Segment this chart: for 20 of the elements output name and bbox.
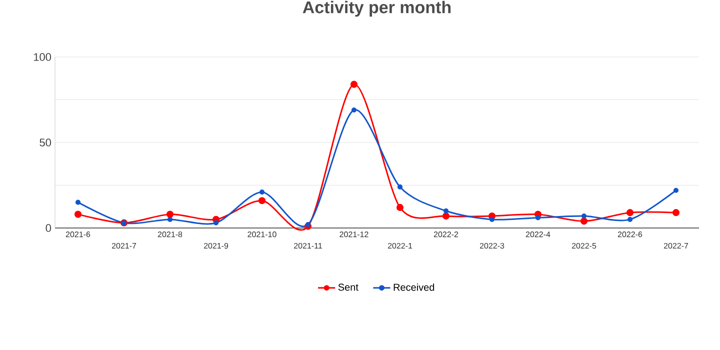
y-tick-label: 0 <box>46 224 52 232</box>
x-tick-label: 2021-8 <box>158 232 182 238</box>
x-tick-label: 2021-12 <box>340 232 368 238</box>
x-tick-label: 2021-11 <box>294 242 322 249</box>
x-tick-label: 2021-9 <box>204 242 228 249</box>
x-tick-label: 2022-4 <box>526 232 550 238</box>
legend-label: Sent <box>338 284 358 291</box>
legend-label: Received <box>394 283 434 291</box>
x-tick-label: 2022-2 <box>434 232 458 238</box>
x-tick-label: 2022-3 <box>480 242 504 249</box>
x-tick-label: 2021-6 <box>66 232 90 238</box>
x-tick-label: 2022-1 <box>388 242 412 249</box>
x-tick-label: 2021-7 <box>112 242 136 249</box>
chart-title: Activity per month <box>302 0 451 17</box>
x-tick-label: 2022-6 <box>618 232 642 238</box>
y-tick-label: 100 <box>34 53 52 61</box>
x-tick-label: 2022-7 <box>664 242 688 249</box>
x-tick-label: 2022-5 <box>572 242 596 249</box>
x-tick-label: 2021-10 <box>248 232 276 238</box>
y-tick-label: 50 <box>40 138 52 146</box>
